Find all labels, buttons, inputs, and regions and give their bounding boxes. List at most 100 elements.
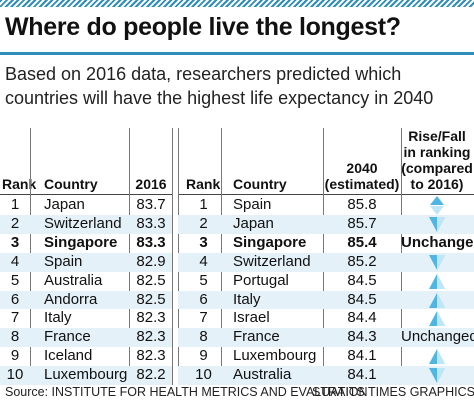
right-header-rule [178,194,474,195]
country-cell: Switzerland [233,252,311,270]
left-table-row: 3 Singapore 83.3 [0,234,172,253]
down-arrow-shape [430,206,444,215]
right-table-row: 9 Luxembourg 84.1 [178,347,474,366]
right-header-2040-line-1: 2040 [346,160,378,176]
down-icon [426,215,452,238]
up-arrow-shade [437,273,445,289]
country-cell: Singapore [44,233,118,251]
country-cell: Israel [233,309,270,327]
country-cell: Japan [233,214,274,232]
country-cell: Singapore [233,233,307,251]
value-2016-cell: 82.2 [136,366,166,384]
country-cell: Andorra [44,290,98,308]
down-arrow-shade [437,254,445,270]
left-header-2016: 2016 [135,176,167,192]
country-cell: Switzerland [44,214,122,232]
country-cell: Australia [233,366,292,384]
rank-cell: 1 [199,196,208,213]
value-2040-cell: 84.5 [347,271,377,289]
country-cell: Australia [44,271,103,289]
value-2040-cell: 84.1 [347,347,377,365]
rank-cell: 3 [10,233,20,251]
rank-cell: 8 [199,328,208,346]
top-stripe-band [0,0,474,7]
rank-cell: 5 [10,271,20,289]
value-2040-cell: 85.8 [347,196,377,213]
left-table-row: 7 Italy 82.3 [0,309,172,328]
right-table-row: 7 Israel 84.4 [178,309,474,328]
rank-cell: 3 [199,233,208,251]
value-2016-cell: 82.3 [136,328,166,346]
rank-cell: 9 [10,347,20,365]
right-table-row: 10 Australia 84.1 [178,366,474,385]
rank-cell: 4 [10,252,20,270]
rank-cell: 4 [199,252,208,270]
up-icon [426,272,452,295]
country-cell: Spain [233,196,272,213]
up-icon [426,291,452,314]
country-cell: Portugal [233,271,289,289]
value-2016-cell: 83.7 [136,196,166,213]
up-arrow-shape [430,196,444,205]
left-table-row: 5 Australia 82.5 [0,272,172,291]
right-table-row: 4 Switzerland 85.2 [178,252,474,272]
rise-fall-header-line-2: in ranking [403,144,471,160]
rise-fall-header-line-3: (compared [401,160,473,176]
up-down-icon [426,196,452,219]
right-table-row: 5 Portugal 84.5 [178,272,474,291]
rise-fall-header-line-4: to 2016) [410,176,464,192]
value-2040-cell: 85.2 [347,252,377,270]
value-2016-cell: 83.3 [136,214,166,232]
value-2016-cell: 82.5 [136,271,166,289]
right-header-2040-line-2: (estimated) [324,176,400,192]
left-header-rule [0,194,172,195]
value-2040-cell: 85.4 [347,233,377,251]
left-table-row: 6 Andorra 82.5 [0,290,172,310]
rise-fall-header-line-1: Rise/Fall [408,128,466,144]
left-table-row: 8 France 82.3 [0,328,172,348]
value-2040-cell: 85.7 [347,214,377,232]
rank-cell: 9 [199,347,208,365]
right-table-row: 6 Italy 84.5 [178,290,474,310]
value-2040-cell: 84.1 [347,366,377,384]
right-header-country: Country [233,176,287,192]
down-icon [426,366,452,389]
rank-cell: 7 [10,309,20,327]
left-table-row: 1 Japan 83.7 [0,196,172,215]
chart-title: Where do people live the longest? [5,13,401,41]
value-2040-cell: 84.3 [347,328,377,346]
graphics-credit: STRAITS TIMES GRAPHICS [312,385,474,399]
country-cell: Japan [44,196,85,213]
right-header-rank: Rank [186,176,221,192]
up-icon [426,309,452,332]
rank-cell: 2 [199,214,208,232]
rank-cell: 5 [199,271,208,289]
up-icon [426,347,452,370]
country-cell: Iceland [44,347,93,365]
table-separator-left [172,128,173,385]
down-arrow-shade [437,368,445,384]
source-note: Source: INSTITUTE FOR HEALTH METRICS AND… [5,385,368,399]
right-header-2040: 2040 (estimated) [323,160,401,192]
rise-fall-text-cell: Unchanged [401,328,474,346]
value-2016-cell: 82.9 [136,252,166,270]
rise-fall-text-cell: Unchanged [401,233,474,251]
value-2040-cell: 84.5 [347,290,377,308]
subtitle-line-2: countries will have the highest life exp… [5,88,434,108]
rank-cell: 1 [10,196,20,213]
left-header-rank: Rank [2,176,37,192]
right-table-row: 1 Spain 85.8 [178,196,474,215]
left-table-row: 4 Spain 82.9 [0,252,172,272]
value-2016-cell: 82.3 [136,309,166,327]
value-2016-cell: 82.5 [136,290,166,308]
title-rule [0,52,474,55]
value-2016-cell: 83.3 [136,233,166,251]
left-table-row: 10 Luxembourg 82.2 [0,366,172,385]
rank-cell: 8 [10,328,20,346]
country-cell: France [44,328,91,346]
left-header-country: Country [44,176,98,192]
right-table-row: 8 France 84.3 Unchanged [178,328,474,348]
country-cell: France [233,328,280,346]
right-table-row: 2 Japan 85.7 [178,214,474,234]
